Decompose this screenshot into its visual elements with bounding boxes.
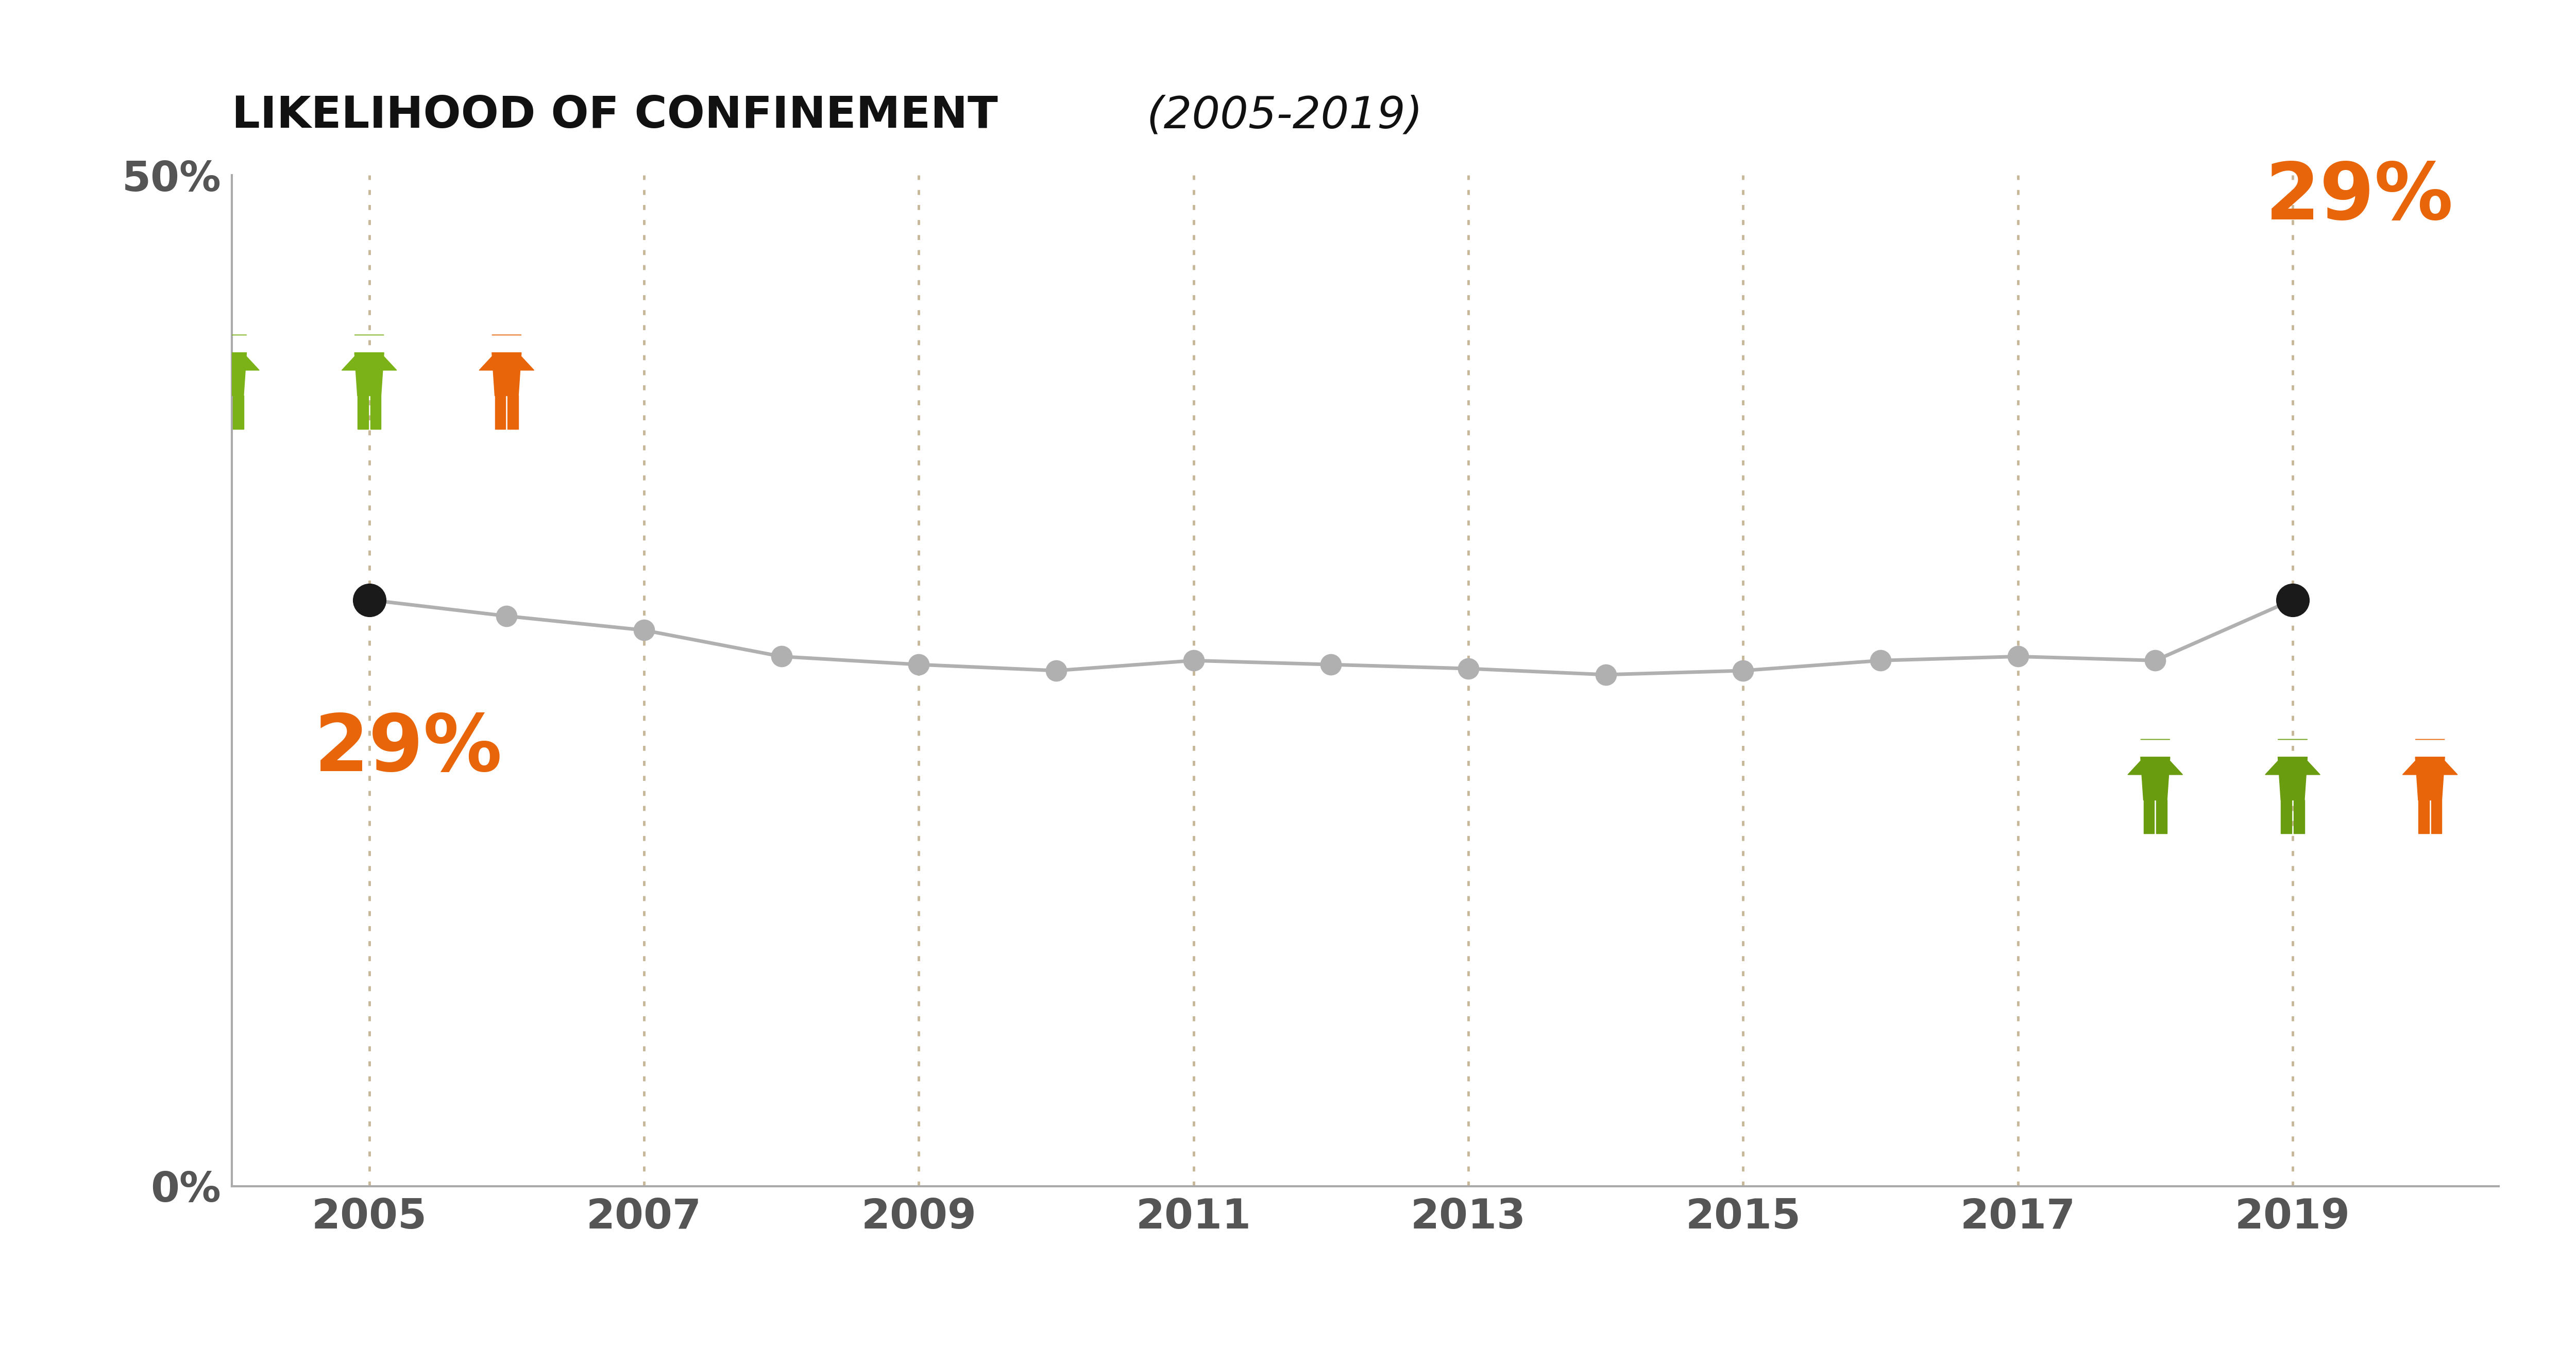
Point [1036, 659, 1077, 681]
Point [487, 605, 528, 627]
Polygon shape [479, 357, 533, 371]
Point [623, 620, 665, 642]
Point [1311, 654, 1352, 675]
Point [1448, 658, 1489, 679]
Polygon shape [495, 396, 505, 429]
Polygon shape [371, 396, 381, 429]
Point [1172, 650, 1213, 671]
Point [1996, 646, 2038, 667]
Polygon shape [2128, 762, 2182, 775]
Point [348, 589, 389, 611]
Polygon shape [355, 353, 384, 396]
Point [1723, 659, 1765, 681]
Polygon shape [2264, 762, 2321, 775]
Text: (2005-2019): (2005-2019) [1146, 94, 1422, 137]
Point [1584, 665, 1625, 686]
Polygon shape [2403, 762, 2458, 775]
Text: 29%: 29% [314, 712, 502, 787]
Polygon shape [2277, 758, 2308, 801]
Point [760, 646, 801, 667]
Polygon shape [2143, 801, 2154, 833]
Point [2272, 589, 2313, 611]
Polygon shape [232, 396, 245, 429]
Point [1860, 650, 1901, 671]
Polygon shape [2432, 801, 2442, 833]
Polygon shape [358, 396, 368, 429]
Point [2136, 650, 2177, 671]
Polygon shape [2416, 758, 2445, 801]
Polygon shape [2419, 801, 2429, 833]
Text: LIKELIHOOD OF CONFINEMENT: LIKELIHOOD OF CONFINEMENT [232, 94, 1012, 137]
Polygon shape [2280, 801, 2293, 833]
Polygon shape [507, 396, 518, 429]
Polygon shape [2141, 758, 2169, 801]
Polygon shape [216, 353, 247, 396]
Polygon shape [343, 357, 397, 371]
Polygon shape [2293, 801, 2306, 833]
Polygon shape [2156, 801, 2166, 833]
Polygon shape [204, 357, 260, 371]
Point [899, 654, 940, 675]
Polygon shape [219, 396, 232, 429]
Text: 29%: 29% [2264, 159, 2452, 236]
Polygon shape [492, 353, 520, 396]
